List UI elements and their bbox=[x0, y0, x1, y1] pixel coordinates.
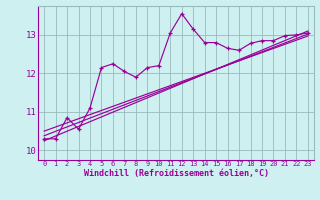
X-axis label: Windchill (Refroidissement éolien,°C): Windchill (Refroidissement éolien,°C) bbox=[84, 169, 268, 178]
